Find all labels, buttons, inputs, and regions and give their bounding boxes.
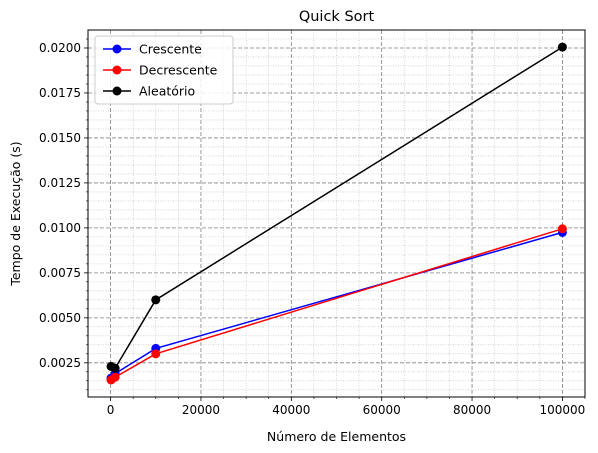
y-axis-label: Tempo de Execução (s) (8, 141, 23, 286)
data-point (151, 295, 161, 305)
x-tick-label: 40000 (272, 403, 310, 417)
legend-item: Crescente (103, 42, 202, 57)
y-tick-label: 0.0100 (39, 221, 81, 235)
legend-label: Crescente (139, 42, 202, 57)
legend-label: Decrescente (139, 63, 218, 78)
x-tick-label: 0 (107, 403, 115, 417)
legend-marker (112, 44, 122, 54)
y-tick-label: 0.0075 (39, 266, 81, 280)
chart-title: Quick Sort (299, 9, 375, 25)
legend-marker (112, 86, 122, 96)
y-tick-label: 0.0025 (39, 356, 81, 370)
major-grid (88, 30, 585, 397)
data-point (110, 372, 120, 382)
legend-item: Aleatório (103, 84, 195, 99)
y-tick-label: 0.0125 (39, 176, 81, 190)
legend: Crescente Decrescente Aleatório (94, 35, 234, 105)
series-2 (106, 42, 567, 373)
y-tick-label: 0.0200 (39, 41, 81, 55)
legend-box (94, 35, 234, 105)
data-point (557, 42, 567, 52)
x-axis-label: Número de Elementos (267, 429, 406, 444)
y-tick-label: 0.0175 (39, 86, 81, 100)
x-tick-label: 100000 (540, 403, 586, 417)
x-tick-label: 80000 (453, 403, 491, 417)
series-1 (106, 224, 567, 385)
data-point (151, 349, 161, 359)
data-point (110, 363, 120, 373)
axis-ticks: 0 20000 40000 60000 80000 100000 0.0025 0.0050 0… (39, 38, 586, 417)
x-tick-label: 20000 (182, 403, 220, 417)
legend-label: Aleatório (139, 84, 195, 99)
series-layer (106, 42, 567, 385)
y-tick-label: 0.0150 (39, 131, 81, 145)
x-tick-label: 60000 (363, 403, 401, 417)
legend-item: Decrescente (103, 63, 218, 78)
y-tick-label: 0.0050 (39, 311, 81, 325)
legend-marker (112, 65, 122, 75)
data-point (557, 224, 567, 234)
